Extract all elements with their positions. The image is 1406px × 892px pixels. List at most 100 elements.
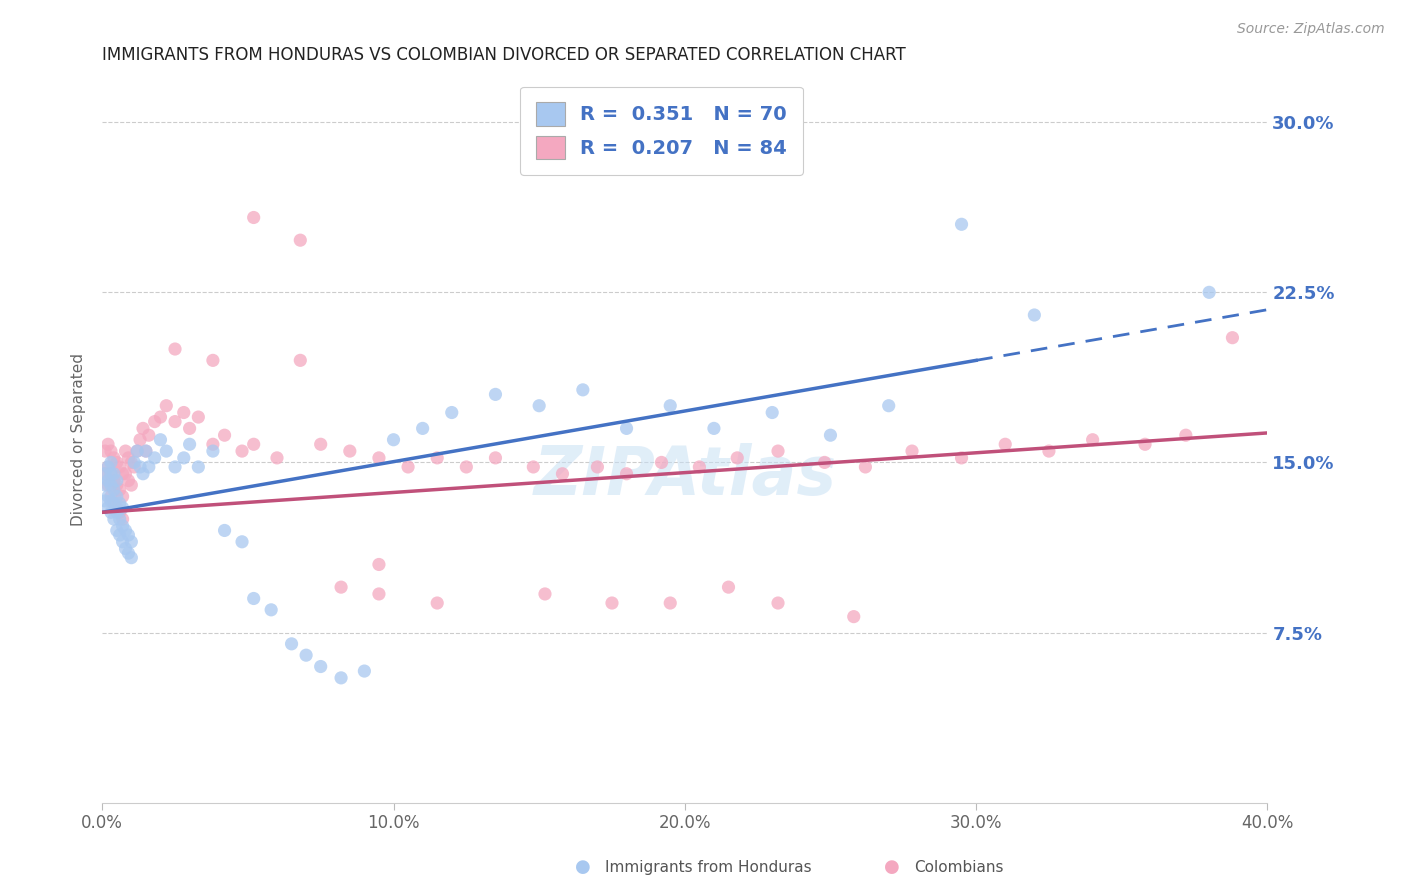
Point <box>484 450 506 465</box>
Text: Source: ZipAtlas.com: Source: ZipAtlas.com <box>1237 22 1385 37</box>
Point <box>522 459 544 474</box>
Point <box>330 671 353 685</box>
Point <box>100 455 122 469</box>
Legend: R =  0.351   N = 70, R =  0.207   N = 84: R = 0.351 N = 70, R = 0.207 N = 84 <box>520 87 803 175</box>
Point <box>100 444 122 458</box>
Point <box>295 648 318 663</box>
Point <box>368 587 391 601</box>
Point <box>143 415 166 429</box>
Point <box>855 459 877 474</box>
Point <box>440 405 463 419</box>
Point <box>242 437 264 451</box>
Point <box>163 342 186 356</box>
Point <box>108 512 131 526</box>
Point <box>616 421 638 435</box>
Point <box>572 383 595 397</box>
Point <box>456 459 478 474</box>
Point <box>138 459 160 474</box>
Point <box>117 450 139 465</box>
Point <box>950 450 973 465</box>
Point <box>122 459 145 474</box>
Point <box>105 490 128 504</box>
Point <box>120 455 142 469</box>
Point <box>108 496 131 510</box>
Point <box>426 450 449 465</box>
Point <box>901 444 924 458</box>
Point <box>105 474 128 488</box>
Point <box>105 500 128 515</box>
Point <box>111 490 134 504</box>
Point <box>534 587 557 601</box>
Point <box>149 433 172 447</box>
Point <box>339 444 361 458</box>
Point <box>650 455 672 469</box>
Point <box>600 596 623 610</box>
Point <box>214 524 236 538</box>
Point <box>94 478 117 492</box>
Point <box>309 437 332 451</box>
Point <box>179 437 201 451</box>
Point <box>111 534 134 549</box>
Text: ●: ● <box>884 858 900 876</box>
Point <box>103 496 125 510</box>
Point <box>132 467 155 481</box>
Point <box>149 410 172 425</box>
Point <box>173 405 195 419</box>
Point <box>100 467 122 481</box>
Point <box>1081 433 1104 447</box>
Point <box>353 664 375 678</box>
Point <box>290 353 312 368</box>
Point <box>120 478 142 492</box>
Text: ZIPAtlas: ZIPAtlas <box>533 443 837 509</box>
Point <box>100 494 122 508</box>
Point <box>111 519 134 533</box>
Point <box>103 474 125 488</box>
Point <box>135 444 157 458</box>
Point <box>290 233 312 247</box>
Point <box>111 512 134 526</box>
Point <box>201 353 224 368</box>
Point <box>527 399 550 413</box>
Point <box>129 433 152 447</box>
Text: Colombians: Colombians <box>914 861 1004 875</box>
Point <box>105 478 128 492</box>
Point <box>426 596 449 610</box>
Point <box>242 211 264 225</box>
Point <box>586 459 609 474</box>
Point <box>94 467 117 481</box>
Text: Immigrants from Honduras: Immigrants from Honduras <box>605 861 811 875</box>
Point <box>117 474 139 488</box>
Point <box>280 637 302 651</box>
Point <box>231 444 253 458</box>
Point <box>97 437 120 451</box>
Point <box>117 546 139 560</box>
Point <box>382 433 405 447</box>
Point <box>179 421 201 435</box>
Point <box>688 459 710 474</box>
Point <box>108 483 131 497</box>
Point <box>127 444 149 458</box>
Point <box>111 500 134 515</box>
Point <box>1038 444 1060 458</box>
Point <box>368 558 391 572</box>
Point <box>1222 331 1244 345</box>
Point <box>103 512 125 526</box>
Point <box>117 528 139 542</box>
Point <box>484 387 506 401</box>
Point <box>120 534 142 549</box>
Point <box>659 399 682 413</box>
Point <box>368 450 391 465</box>
Point <box>143 450 166 465</box>
Point <box>187 459 209 474</box>
Point <box>97 459 120 474</box>
Point <box>94 494 117 508</box>
Point <box>105 455 128 469</box>
Point <box>214 428 236 442</box>
Point <box>396 459 419 474</box>
Point <box>127 444 149 458</box>
Point <box>820 428 842 442</box>
Y-axis label: Divorced or Separated: Divorced or Separated <box>72 353 86 526</box>
Point <box>114 467 136 481</box>
Point <box>105 524 128 538</box>
Point <box>114 541 136 556</box>
